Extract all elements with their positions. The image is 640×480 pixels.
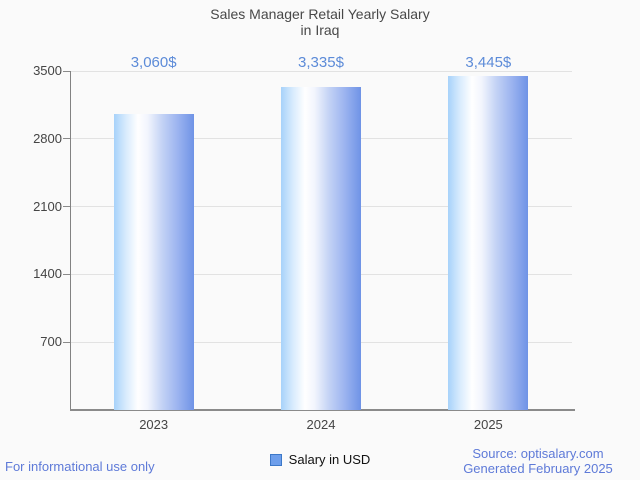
disclaimer-text: For informational use only [5, 459, 155, 474]
bar [448, 76, 529, 410]
y-tick-label: 3500 [33, 63, 62, 78]
y-axis-tick [63, 138, 70, 140]
y-tick-label: 1400 [33, 266, 62, 282]
legend-label: Salary in USD [288, 452, 371, 467]
y-axis-tick [63, 273, 70, 275]
chart-title-line1: Sales Manager Retail Yearly Salary [210, 6, 430, 22]
chart-title: Sales Manager Retail Yearly Salary in Ir… [0, 6, 640, 38]
bar-value-label: 3,445$ [465, 54, 512, 71]
y-axis-tick [63, 70, 70, 72]
bar [281, 86, 361, 410]
x-tick-label: 2023 [139, 417, 169, 432]
x-tick-label: 2025 [473, 417, 503, 432]
legend-swatch-icon [269, 453, 282, 466]
bar-value-label: 3,335$ [298, 54, 344, 71]
y-tick-label: 2100 [33, 198, 62, 214]
y-tick-label: 700 [40, 334, 62, 350]
y-tick-label: 2800 [33, 130, 62, 146]
chart-title-line2: in Iraq [300, 22, 340, 38]
y-axis-tick [63, 206, 70, 208]
source-text: Source: optisalary.com [472, 446, 604, 461]
grid-line [70, 70, 572, 72]
x-axis-line [70, 409, 575, 411]
y-axis-tick [63, 341, 70, 343]
legend: Salary in USD [0, 452, 640, 467]
y-axis-line [70, 71, 71, 410]
bar [113, 113, 194, 410]
source-block: Source: optisalary.com Generated Februar… [452, 446, 624, 476]
bar-value-label: 3,060$ [130, 54, 177, 71]
generated-text: Generated February 2025 [463, 461, 613, 476]
x-tick-label: 2024 [306, 417, 336, 432]
